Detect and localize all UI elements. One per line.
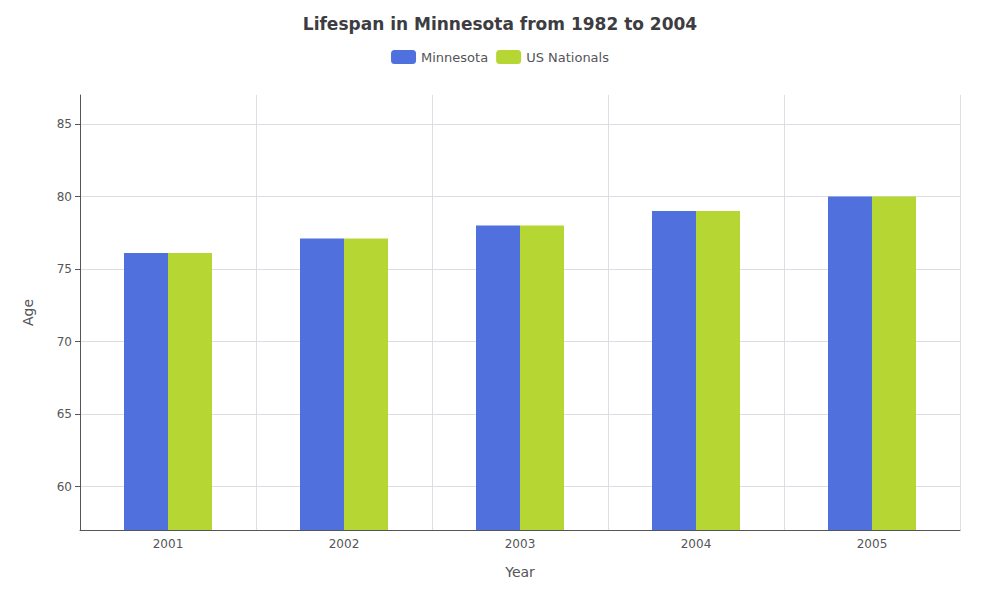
svg-text:2003: 2003 xyxy=(505,537,536,551)
svg-text:2001: 2001 xyxy=(153,537,184,551)
svg-text:2004: 2004 xyxy=(681,537,712,551)
svg-text:Minnesota: Minnesota xyxy=(421,50,488,65)
svg-text:Age: Age xyxy=(20,299,36,326)
svg-text:2005: 2005 xyxy=(857,537,888,551)
svg-text:2002: 2002 xyxy=(329,537,360,551)
svg-text:85: 85 xyxy=(57,117,72,131)
svg-text:60: 60 xyxy=(57,480,72,494)
svg-text:Lifespan in Minnesota from 198: Lifespan in Minnesota from 1982 to 2004 xyxy=(303,14,698,34)
svg-text:Year: Year xyxy=(504,564,535,580)
svg-text:70: 70 xyxy=(57,335,72,349)
svg-text:75: 75 xyxy=(57,262,72,276)
svg-text:80: 80 xyxy=(57,190,72,204)
svg-text:65: 65 xyxy=(57,407,72,421)
svg-text:US Nationals: US Nationals xyxy=(526,50,609,65)
